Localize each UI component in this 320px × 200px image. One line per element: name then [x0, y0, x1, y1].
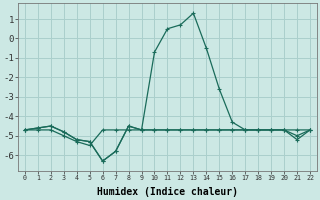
X-axis label: Humidex (Indice chaleur): Humidex (Indice chaleur)	[97, 186, 238, 197]
